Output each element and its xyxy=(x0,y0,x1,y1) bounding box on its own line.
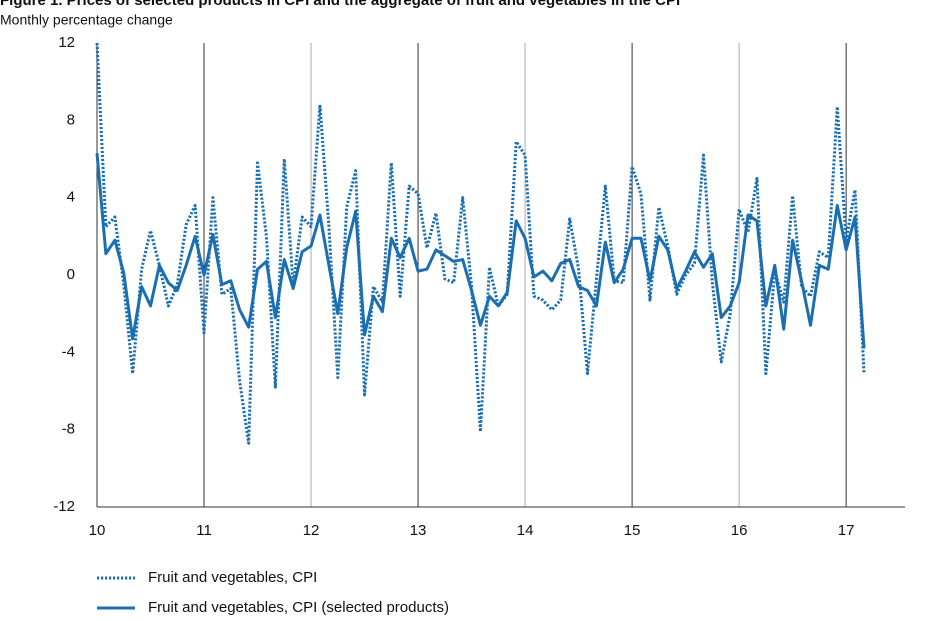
legend-label: Fruit and vegetables, CPI (selected prod… xyxy=(148,599,449,616)
legend-label: Fruit and vegetables, CPI xyxy=(148,569,317,586)
x-tick-label: 14 xyxy=(517,522,534,539)
x-tick-label: 12 xyxy=(303,522,320,539)
x-tick-label: 11 xyxy=(196,522,212,539)
series-line xyxy=(95,42,866,445)
series-line xyxy=(95,153,866,349)
y-tick-label: -12 xyxy=(53,498,75,515)
chart-subtitle: Monthly percentage change xyxy=(0,12,173,28)
y-tick-label: -4 xyxy=(62,343,75,360)
y-tick-label: 0 xyxy=(67,266,75,283)
y-tick-label: 4 xyxy=(67,189,75,206)
x-tick-label: 16 xyxy=(731,522,748,539)
x-tick-label: 15 xyxy=(624,522,641,539)
y-tick-label: -8 xyxy=(62,421,75,438)
chart-title: Figure 1. Prices of selected products in… xyxy=(0,0,680,9)
x-tick-label: 13 xyxy=(410,522,427,539)
x-tick-label: 10 xyxy=(89,522,106,539)
x-tick-label: 17 xyxy=(838,522,855,539)
y-tick-label: 8 xyxy=(67,111,75,128)
y-tick-label: 12 xyxy=(58,34,75,51)
